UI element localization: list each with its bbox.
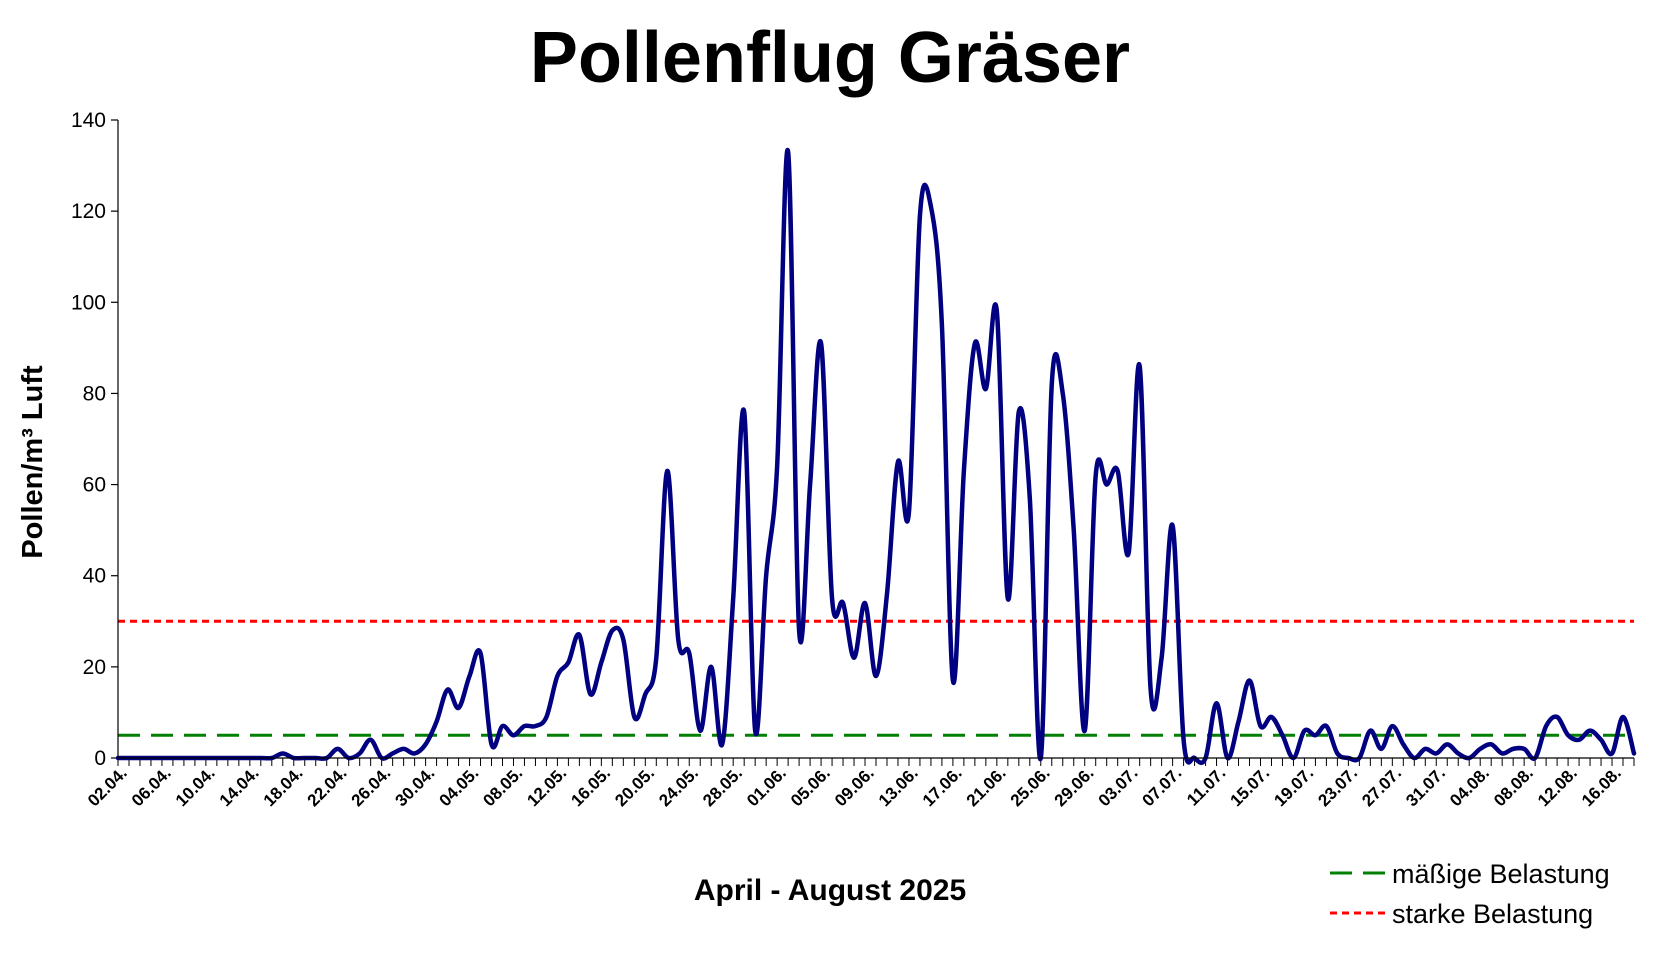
y-tick-label: 100: [71, 291, 106, 314]
y-axis-label: Pollen/m³ Luft: [17, 365, 49, 559]
x-tick-label: 17.06.: [919, 763, 966, 810]
x-tick-label: 13.06.: [875, 763, 922, 810]
x-tick-label: 09.06.: [831, 763, 878, 810]
x-axis-label: April - August 2025: [694, 874, 966, 907]
y-tick-label: 140: [71, 109, 106, 132]
x-tick-label: 16.08.: [1578, 763, 1625, 810]
x-tick-label: 12.05.: [523, 763, 570, 810]
y-tick-label: 60: [83, 474, 106, 497]
x-tick-label: 30.04.: [392, 763, 439, 810]
x-tick-label: 06.04.: [128, 763, 175, 810]
x-tick-label: 25.06.: [1007, 763, 1054, 810]
x-tick-label: 02.04.: [84, 763, 131, 810]
chart-title: Pollenflug Gräser: [530, 18, 1130, 98]
x-tick-label: 08.08.: [1490, 763, 1537, 810]
y-tick-label: 20: [83, 656, 106, 679]
x-tick-label: 12.08.: [1534, 763, 1581, 810]
x-tick-label: 26.04.: [348, 763, 395, 810]
x-tick-label: 04.08.: [1446, 763, 1493, 810]
x-tick-label: 15.07.: [1226, 763, 1273, 810]
x-tick-label: 20.05.: [611, 763, 658, 810]
x-tick-label: 08.05.: [479, 763, 526, 810]
x-tick-label: 24.05.: [655, 763, 702, 810]
x-tick-label: 04.05.: [436, 763, 483, 810]
x-tick-label: 14.04.: [216, 763, 263, 810]
x-tick-label: 16.05.: [567, 763, 614, 810]
y-tick-label: 80: [83, 382, 106, 405]
legend: mäßige Belastung starke Belastung: [1330, 859, 1610, 929]
y-tick-label: 40: [83, 565, 106, 588]
x-tick-label: 27.07.: [1358, 763, 1405, 810]
x-tick-label: 29.06.: [1051, 763, 1098, 810]
x-tick-label: 19.07.: [1270, 763, 1317, 810]
x-tick-label: 03.07.: [1095, 763, 1142, 810]
x-tick-label: 07.07.: [1139, 763, 1186, 810]
x-tick-label: 23.07.: [1314, 763, 1361, 810]
x-tick-label: 22.04.: [304, 763, 351, 810]
legend-moderate-label: mäßige Belastung: [1392, 859, 1610, 889]
x-tick-label: 11.07.: [1183, 763, 1229, 809]
x-tick-label: 05.06.: [787, 763, 834, 810]
x-tick-label: 01.06.: [743, 763, 790, 810]
legend-strong-label: starke Belastung: [1392, 899, 1593, 929]
x-tick-label: 21.06.: [963, 763, 1010, 810]
y-axis-ticks: 0 20 40 60 80 100 120 140: [71, 109, 118, 770]
x-tick-label: 10.04.: [172, 763, 219, 810]
reference-lines: [118, 619, 1634, 737]
x-axis-ticks: 02.04.06.04.10.04.14.04.18.04.22.04.26.0…: [84, 758, 1635, 810]
pollen-series-line: [115, 147, 1637, 766]
x-tick-label: 31.07.: [1402, 763, 1449, 810]
x-tick-label: 18.04.: [260, 763, 307, 810]
y-tick-label: 120: [71, 200, 106, 223]
y-tick-label: 0: [94, 747, 106, 770]
x-tick-label: 28.05.: [699, 763, 746, 810]
series-group: [115, 147, 1637, 766]
